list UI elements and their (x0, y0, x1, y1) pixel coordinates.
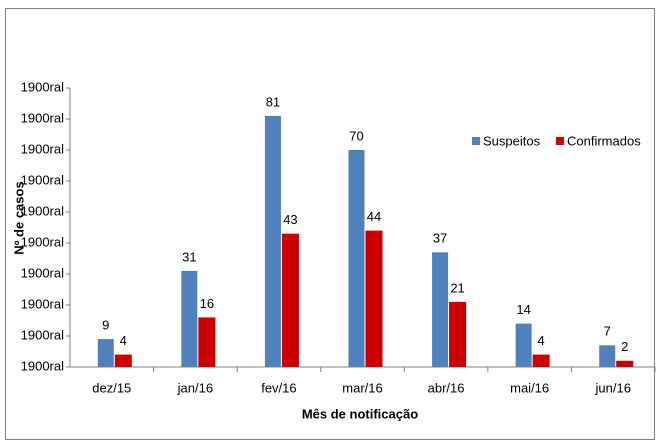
data-label: 37 (433, 231, 447, 246)
x-tick-label: jan/16 (177, 380, 213, 395)
bar (281, 233, 299, 367)
bar (264, 115, 281, 368)
data-label: 70 (349, 128, 363, 143)
data-label: 43 (283, 212, 297, 227)
x-tick-label: dez/15 (92, 380, 131, 395)
y-tick-label: 1900ral (21, 79, 64, 94)
legend-label: Confirmados (567, 133, 641, 148)
x-tick-label: jun/16 (595, 380, 631, 395)
data-label: 2 (621, 339, 628, 354)
bar (348, 150, 365, 367)
x-tick-label: fev/16 (261, 380, 296, 395)
bar (532, 354, 550, 367)
data-label: 44 (367, 209, 381, 224)
y-axis-title: Nº de casos (11, 181, 26, 254)
data-label: 4 (538, 333, 545, 348)
data-label: 9 (102, 318, 109, 333)
y-tick-label: 1900ral (21, 234, 64, 249)
y-tick-label: 1900ral (21, 296, 64, 311)
y-tick-label: 1900ral (21, 327, 64, 342)
x-axis-title: Mês de notificação (302, 406, 418, 421)
y-tick-label: 1900ral (21, 265, 64, 280)
legend-swatch (472, 137, 480, 145)
bar (449, 301, 467, 367)
bar (599, 345, 616, 367)
data-label: 4 (120, 333, 127, 348)
bar (365, 230, 383, 367)
legend-swatch (556, 137, 564, 145)
data-label: 31 (182, 249, 196, 264)
bar (114, 354, 132, 367)
data-label: 16 (200, 296, 214, 311)
bar (616, 360, 634, 367)
x-tick-label: mai/16 (510, 380, 549, 395)
x-tick-label: abr/16 (428, 380, 465, 395)
data-label: 14 (516, 302, 530, 317)
y-tick-label: 1900ral (21, 172, 64, 187)
bar (181, 270, 198, 367)
bar (198, 317, 216, 367)
data-label: 21 (450, 280, 464, 295)
y-tick-label: 1900ral (21, 203, 64, 218)
data-label: 81 (266, 94, 280, 109)
data-label: 7 (604, 324, 611, 339)
bar (515, 323, 532, 367)
y-tick-label: 1900ral (21, 141, 64, 156)
y-tick-label: 1900ral (21, 110, 64, 125)
bar (432, 252, 449, 367)
y-tick-label: 1900ral (21, 358, 64, 373)
bar (97, 339, 114, 367)
x-tick-label: mar/16 (342, 380, 382, 395)
legend-label: Suspeitos (483, 133, 541, 148)
chart-frame (5, 8, 655, 440)
